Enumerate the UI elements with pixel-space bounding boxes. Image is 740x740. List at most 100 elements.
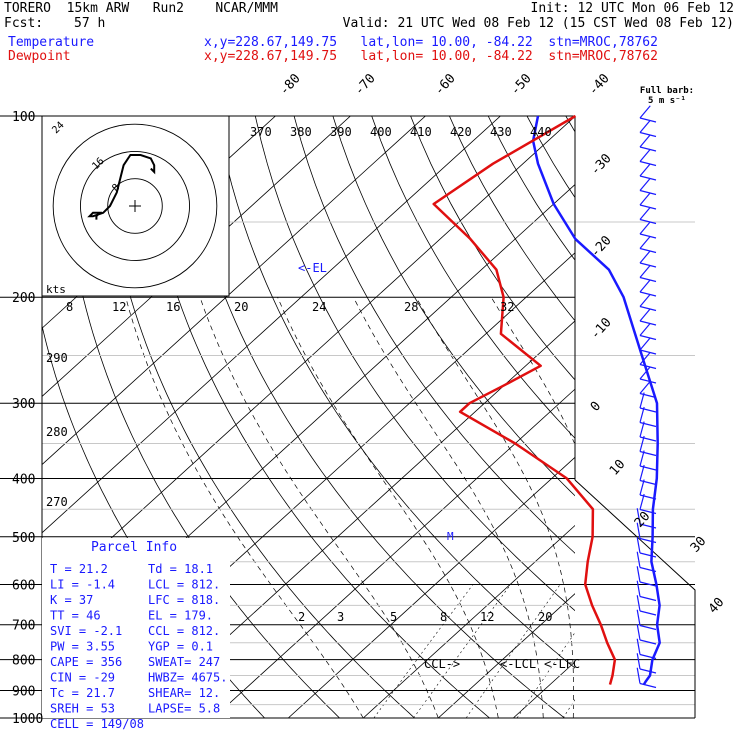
dry-adiabat [332, 116, 575, 497]
wind-barb [639, 308, 657, 326]
theta-e-label: 420 [450, 125, 472, 139]
mixing-ratio-line [562, 699, 575, 718]
isotherm [42, 116, 426, 466]
pressure-label: 500 [12, 531, 35, 546]
wind-barb [636, 551, 657, 573]
mixing-ratio-upper-label: 16 [166, 300, 180, 314]
dry-adiabat [449, 116, 575, 322]
dry-adiabat [138, 116, 491, 718]
dry-adiabat [371, 116, 575, 439]
temperature-legend-label: Temperature [8, 35, 95, 50]
mixing-ratio-lower-label: 3 [337, 610, 344, 624]
isotherm [212, 388, 575, 718]
parcel-info-left: TT = 46 [50, 609, 101, 623]
mixing-ratio-upper-label: 28 [404, 300, 418, 314]
wind-barb [639, 464, 657, 486]
wind-barb [639, 119, 657, 138]
wind-barb [639, 406, 657, 428]
wind-barb [639, 134, 657, 152]
dewpoint-legend-label: Dewpoint [8, 49, 71, 64]
moist-adiabat [663, 297, 703, 718]
theta-e-label: 390 [330, 125, 352, 139]
moist-adiabat [277, 297, 499, 718]
m-annotation: M [447, 530, 454, 543]
mixing-ratio-upper-label: 32 [500, 300, 514, 314]
theta-e-label: 410 [410, 125, 432, 139]
parcel-info-left: K = 37 [50, 593, 93, 607]
mixing-ratio-lower-label: 5 [390, 610, 397, 624]
isotherm [42, 116, 575, 602]
wind-barb [636, 653, 657, 674]
isotherm-label: -40 [586, 71, 613, 98]
wind-barb [639, 366, 657, 384]
pressure-label: 600 [12, 578, 35, 593]
wind-barb [636, 522, 657, 544]
mixing-ratio-upper-label: 12 [112, 300, 126, 314]
wind-barb [639, 493, 657, 515]
frame-lower-right [574, 479, 696, 718]
pressure-label: 100 [12, 110, 35, 125]
wind-barb [639, 435, 657, 457]
barb-legend-line2: 5 m s⁻¹ [648, 96, 686, 106]
wind-barb [639, 235, 657, 254]
wind-barb [636, 638, 657, 660]
temperature-location: x,y=228.67,149.75 lat,lon= 10.00, -84.22… [204, 35, 658, 50]
parcel-info-right: EL = 179. [148, 609, 213, 623]
forecast-label: Fcst: [4, 16, 44, 31]
series-line-temperature [531, 115, 661, 686]
barb-legend-line1: Full barb: [640, 86, 694, 96]
pressure-label: 300 [12, 397, 35, 412]
wind-barb [639, 479, 657, 500]
mixing-ratio-line [465, 584, 561, 718]
dry-adiabat [293, 116, 575, 554]
parcel-info-right: SWEAT= 247 [148, 655, 220, 669]
mixing-ratio-upper-label: 20 [234, 300, 248, 314]
isotherm-label: 10 [607, 457, 629, 479]
mixing-ratio-lower-label: 8 [440, 610, 447, 624]
dry-adiabat [605, 116, 740, 731]
parcel-info-left: SVI = -2.1 [50, 624, 122, 638]
mixing-ratio-lower-label: 2 [298, 610, 305, 624]
wind-barb [636, 537, 657, 558]
dry-adiabat [721, 116, 740, 731]
isotherm-label: 0 [588, 399, 604, 415]
wind-barb [639, 192, 657, 210]
model-title: TORERO 15km ARW Run2 NCAR/MMM [4, 1, 278, 16]
parcel-info-left: Tc = 21.7 [50, 686, 115, 700]
theta-e-label: 440 [530, 125, 552, 139]
parcel-info-left: CELL = 149/08 [50, 717, 144, 731]
pressure-label: 400 [12, 472, 35, 487]
mixing-ratio-upper-label: 24 [312, 300, 326, 314]
dry-adiabat [254, 116, 575, 612]
isotherm-label: -30 [588, 151, 615, 178]
dry-adiabat [410, 116, 575, 381]
wind-barb [636, 508, 657, 529]
moist-adiabat [415, 297, 574, 718]
pressure-label: 200 [12, 291, 35, 306]
parcel-info-left: CIN = -29 [50, 671, 115, 685]
mixing-ratio-line [624, 584, 709, 718]
wind-barb [636, 624, 657, 645]
wind-barb [639, 380, 657, 399]
parcel-info-right: LFC = 818. [148, 593, 220, 607]
wind-barb [639, 163, 657, 181]
init-time: Init: 12 UTC Mon 06 Feb 12 [530, 1, 735, 16]
theta-label: 270 [46, 495, 68, 509]
parcel-info-right: YGP = 0.1 [148, 640, 213, 654]
wind-barb [636, 566, 657, 587]
isotherm [362, 524, 575, 718]
isotherm-label: -60 [432, 71, 459, 98]
mixing-ratio-lower-label: 20 [538, 610, 552, 624]
parcel-info-left: LI = -1.4 [50, 578, 115, 592]
hodograph-trace [87, 154, 156, 220]
isotherm [287, 456, 575, 718]
theta-e-label: 380 [290, 125, 312, 139]
wind-barb [639, 322, 657, 341]
wind-barb [636, 580, 657, 602]
wind-barb [639, 177, 657, 196]
wind-barb [636, 595, 657, 616]
hodograph-ring [52, 123, 218, 289]
wind-barb [639, 250, 657, 268]
parcel-info-right: SHEAR= 12. [148, 686, 220, 700]
wind-barb [639, 221, 657, 239]
